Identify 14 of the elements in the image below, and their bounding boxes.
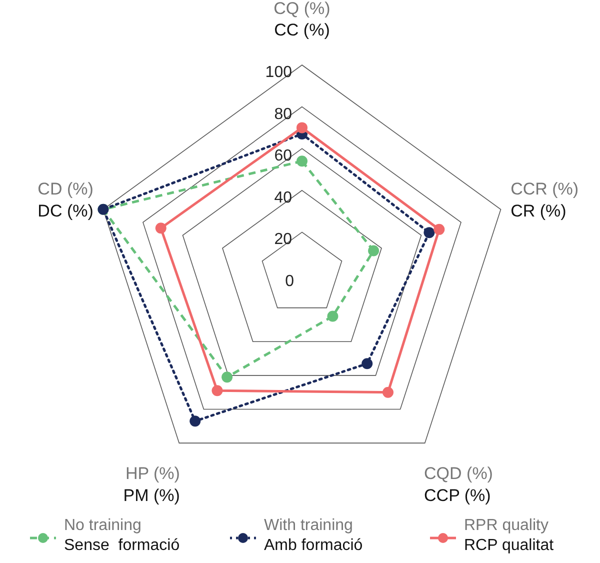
legend-label: RPR quality RCP qualitat [464,517,554,554]
y-tick-label: 40 [274,189,292,206]
spoke-label: HP (%) PM (%) [123,464,180,505]
legend-label: With training Amb formació [264,517,363,554]
y-tick-label: 20 [274,231,292,248]
spoke-label: CQ (%) CC (%) [274,0,330,40]
y-tick-label: 60 [274,148,292,165]
y-tick-label: 80 [274,106,292,123]
spoke-label: CD (%) DC (%) [38,179,94,220]
y-tick-label: 0 [285,273,294,290]
spoke-label: CQD (%) CCP (%) [424,464,493,505]
y-tick-label: 100 [265,64,292,81]
legend-label: No training Sense formació [64,517,180,554]
spoke-label: CCR (%) CR (%) [510,179,579,220]
